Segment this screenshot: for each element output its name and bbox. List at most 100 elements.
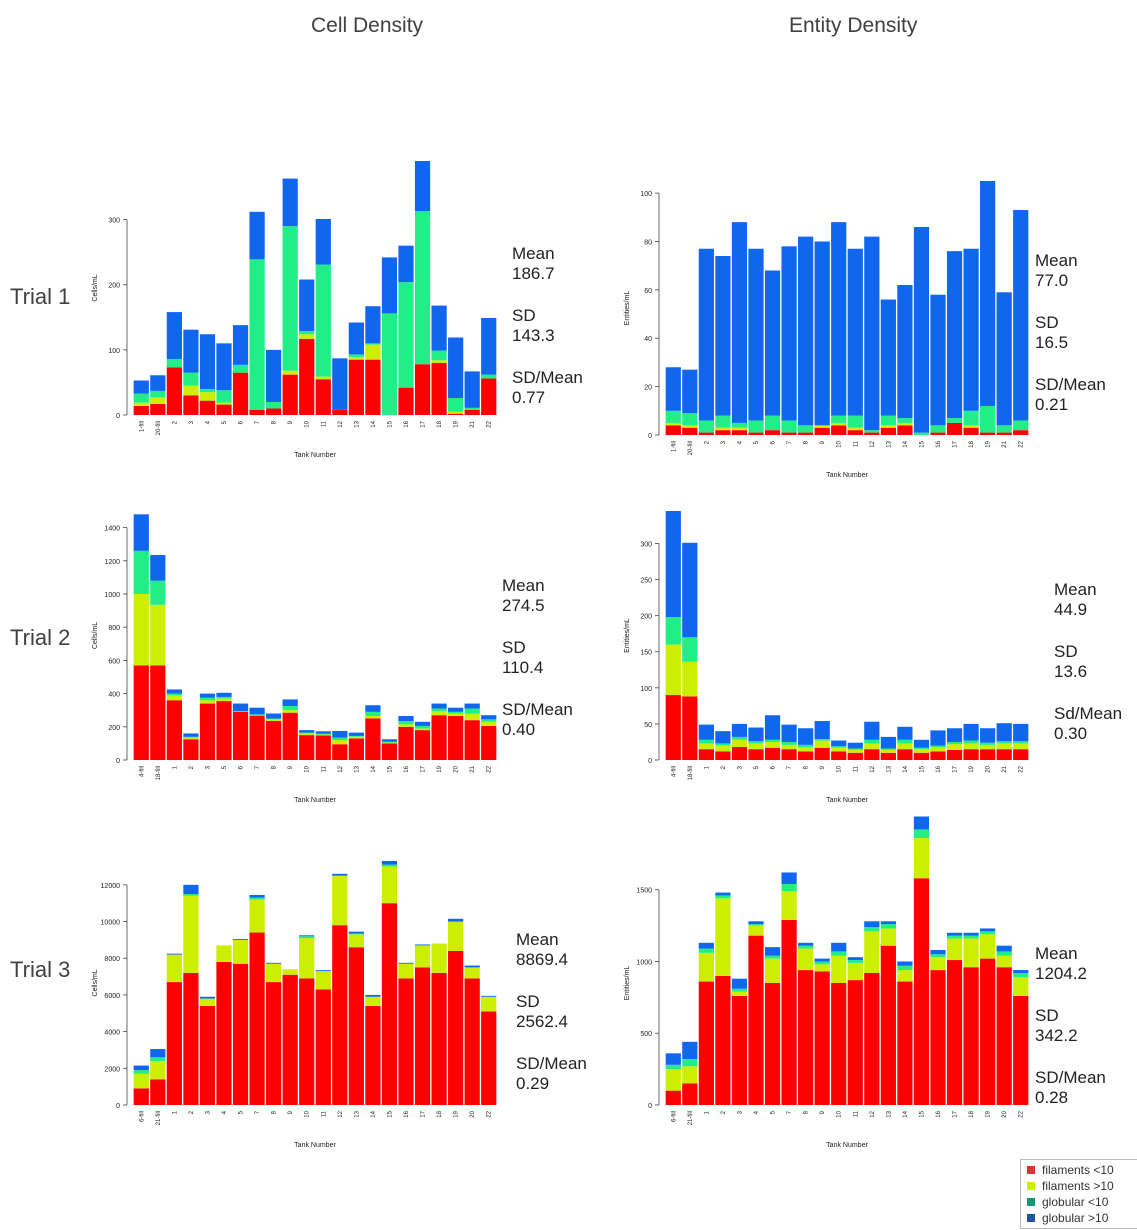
bar-segment xyxy=(332,744,348,760)
bar-segment xyxy=(930,970,946,1105)
bar-segment xyxy=(748,924,764,926)
bar-segment xyxy=(166,982,182,1105)
x-tick-label: 20-fill xyxy=(688,441,694,455)
bar-segment xyxy=(963,743,979,750)
bar-segment xyxy=(880,945,896,1105)
x-tick-label: 4 xyxy=(737,440,743,444)
bar-segment xyxy=(913,749,930,753)
bar-segment xyxy=(665,367,681,411)
bar-segment xyxy=(665,1064,681,1070)
bar-segment xyxy=(464,965,480,968)
bar-segment xyxy=(414,721,431,726)
bar-segment xyxy=(798,728,814,745)
bar-segment xyxy=(682,1083,698,1105)
bar-segment xyxy=(864,972,880,1105)
sd-value: 16.5 xyxy=(1035,333,1069,352)
y-tick-label: 800 xyxy=(108,625,120,632)
x-tick-label: 10 xyxy=(837,440,843,447)
bar-segment xyxy=(880,427,896,435)
bar-segment xyxy=(448,918,464,922)
bar-segment xyxy=(814,964,830,972)
bar-segment xyxy=(930,730,946,746)
bar-segment xyxy=(216,402,232,405)
bar-segment xyxy=(715,892,731,896)
y-tick-label: 200 xyxy=(640,614,652,621)
x-tick-label: 17 xyxy=(953,1110,959,1117)
bar-segment xyxy=(946,960,963,1105)
bar-segment xyxy=(315,376,331,380)
bar-segment xyxy=(166,312,182,359)
sd-value: 13.6 xyxy=(1054,662,1088,681)
mean-value: 1204.2 xyxy=(1035,964,1087,983)
x-tick-label: 13 xyxy=(886,765,892,772)
bar-segment xyxy=(930,432,946,435)
bar-segment xyxy=(847,415,863,428)
bar-segment xyxy=(715,427,731,431)
bar-segment xyxy=(365,705,381,712)
bar-segment xyxy=(183,737,199,740)
bar-segment xyxy=(398,245,414,283)
bar-segment xyxy=(731,422,748,428)
ratio-value: 0.77 xyxy=(512,388,546,407)
mean-label: Mean xyxy=(512,244,555,263)
bar-segment xyxy=(847,248,863,416)
bar-segment xyxy=(266,720,282,760)
x-tick-label: 6-fill xyxy=(671,1111,677,1122)
y-tick-label: 10000 xyxy=(101,920,121,927)
bar-segment xyxy=(781,744,797,750)
y-tick-label: 12000 xyxy=(101,883,121,890)
x-tick-label: 15 xyxy=(387,420,393,427)
sd-label: SD xyxy=(516,992,540,1011)
mean-label: Mean xyxy=(1035,944,1078,963)
bar-segment xyxy=(232,938,249,940)
mean-value: 44.9 xyxy=(1054,600,1088,619)
legend-label: filaments >10 xyxy=(1042,1179,1114,1193)
bar-segment xyxy=(665,695,681,760)
x-tick-label: 13 xyxy=(354,1110,360,1117)
bar-segment xyxy=(299,735,315,760)
bar-segment xyxy=(133,665,149,760)
bar-segment xyxy=(365,718,381,760)
x-tick-label: 17 xyxy=(421,420,427,427)
ratio-label: Sd/Mean xyxy=(1054,704,1123,723)
bar-segment xyxy=(864,430,880,433)
bar-segment xyxy=(348,934,364,948)
bar-segment xyxy=(199,1005,216,1105)
x-tick-label: 10 xyxy=(305,1110,311,1117)
bar-segment xyxy=(431,350,447,361)
bar-segment xyxy=(365,994,381,997)
bar-segment xyxy=(365,996,381,1006)
x-tick-label: 18 xyxy=(437,1110,443,1117)
bar-segment xyxy=(414,725,431,729)
bar-segment xyxy=(715,415,731,428)
bar-segment xyxy=(930,751,946,760)
ratio-value: 0.29 xyxy=(516,1074,550,1093)
x-tick-label: 8 xyxy=(804,1110,810,1114)
stats-trial1-cell: Mean 186.7 SD 143.3 SD/Mean 0.77 xyxy=(512,244,583,408)
bar-segment xyxy=(764,270,781,416)
bar-segment xyxy=(781,432,797,435)
bar-segment xyxy=(414,730,431,760)
bar-segment xyxy=(381,861,398,865)
ratio-value: 0.30 xyxy=(1054,724,1088,743)
bar-segment xyxy=(183,395,199,415)
x-tick-label: 4 xyxy=(222,1110,228,1114)
bar-segment xyxy=(798,425,814,433)
bar-segment xyxy=(414,364,431,415)
bar-segment xyxy=(166,953,182,955)
x-tick-label: 4-fill xyxy=(671,766,677,777)
bar-segment xyxy=(665,644,681,696)
bar-segment xyxy=(798,948,814,971)
bar-segment xyxy=(698,749,714,760)
chart-trial3-cell: 0 2000 4000 6000 8000 10000 12000 Cells/mL 6-fil… xyxy=(92,861,497,1149)
bar-segment xyxy=(930,957,946,971)
bar-segment xyxy=(715,745,731,752)
bar-segment xyxy=(963,410,979,426)
sd-value: 342.2 xyxy=(1035,1026,1078,1045)
bar-segment xyxy=(814,958,830,962)
bar-segment xyxy=(980,934,996,959)
bar-segment xyxy=(814,740,830,748)
bar-segment xyxy=(348,359,364,415)
bar-segment xyxy=(946,418,963,423)
bar-segment xyxy=(414,211,431,365)
